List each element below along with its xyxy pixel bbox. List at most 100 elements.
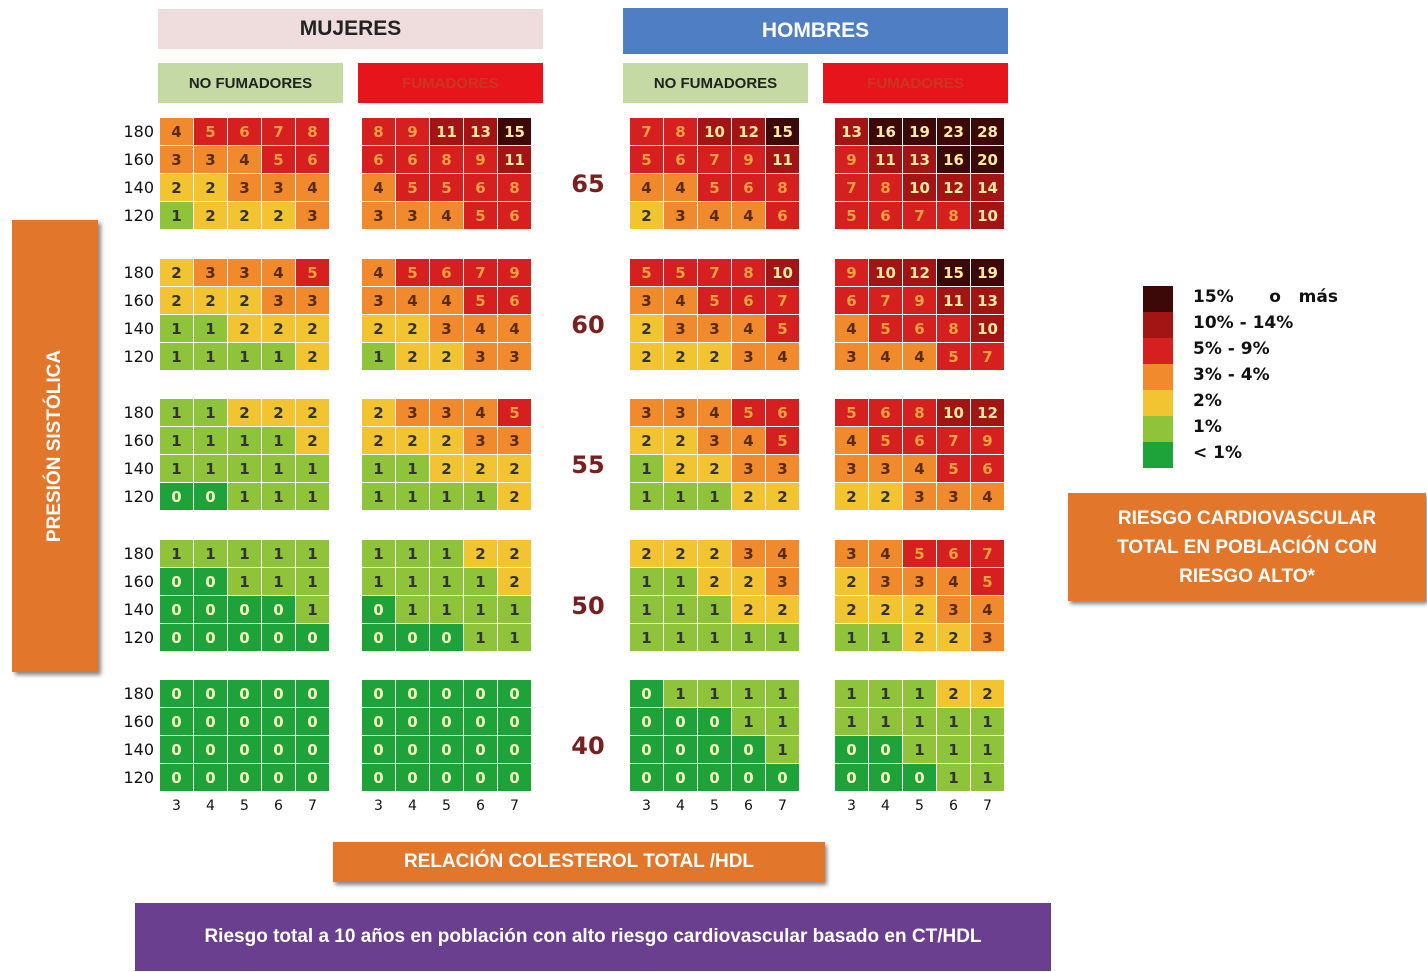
heatmap-cell: 3 [766,455,799,482]
heatmap-cell: 1 [464,568,497,595]
heatmap-cell: 1 [971,736,1004,763]
heatmap-cell: 10 [971,202,1004,229]
heatmap-cell: 13 [971,287,1004,314]
heatmap-cell: 6 [296,146,329,173]
y-tick-label: 160 [123,712,154,731]
heatmap-cell: 1 [262,455,295,482]
heatmap-cell: 1 [464,596,497,623]
heatmap-cell: 4 [971,483,1004,510]
heatmap-cell: 0 [430,624,463,651]
heatmap-cell: 19 [971,259,1004,286]
x-tick-label: 6 [476,798,485,814]
heatmap-cell: 2 [630,343,663,370]
heatmap-cell: 1 [296,455,329,482]
heatmap-cell: 3 [698,315,731,342]
heatmap-cell: 9 [464,146,497,173]
legend-label: < 1% [1193,443,1243,463]
legend-swatch [1143,416,1173,442]
heatmap-cell: 0 [262,708,295,735]
y-tick-label: 160 [123,572,154,591]
heatmap-cell: 12 [903,259,936,286]
heatmap-cell: 3 [228,174,261,201]
heatmap-cell: 0 [160,708,193,735]
heatmap-cell: 1 [396,483,429,510]
heatmap-cell: 9 [903,287,936,314]
heatmap-cell: 0 [194,736,227,763]
heatmap-cell: 1 [430,596,463,623]
heatmap-cell: 7 [698,259,731,286]
heatmap-cell: 5 [396,259,429,286]
heatmap-cell: 4 [835,315,868,342]
heatmap-cell: 3 [903,483,936,510]
heatmap-cell: 8 [869,174,902,201]
heatmap-cell: 8 [664,118,697,145]
heatmap-cell: 1 [732,624,765,651]
heatmap-cell: 6 [732,174,765,201]
heatmap-cell: 4 [430,287,463,314]
heatmap-cell: 5 [869,427,902,454]
heatmap-cell: 10 [937,399,970,426]
heatmap-cell: 3 [262,174,295,201]
heatmap-cell: 4 [766,540,799,567]
heatmap-cell: 0 [362,596,395,623]
heatmap-cell: 0 [194,680,227,707]
heatmap-cell: 8 [430,146,463,173]
heatmap-cell: 3 [835,540,868,567]
heatmap-cell: 4 [362,174,395,201]
heatmap-cell: 10 [971,315,1004,342]
heatmap-cell: 0 [296,708,329,735]
heatmap-cell: 2 [396,315,429,342]
heatmap-cell: 1 [430,540,463,567]
heatmap-cell: 2 [766,596,799,623]
heatmap-cell: 4 [430,202,463,229]
heatmap-cell: 6 [396,146,429,173]
heatmap-cell: 1 [869,624,902,651]
heatmap-cell: 2 [160,287,193,314]
heatmap-cell: 1 [903,680,936,707]
heatmap-cell: 9 [498,259,531,286]
heatmap-cell: 4 [766,343,799,370]
heatmap-cell: 0 [869,736,902,763]
heatmap-cell: 4 [971,596,1004,623]
heatmap-cell: 1 [296,540,329,567]
x-axis-label: RELACIÓN COLESTEROL TOTAL /HDL [333,842,825,882]
heatmap-cell: 2 [228,315,261,342]
heatmap-cell: 6 [903,315,936,342]
heatmap-cell: 7 [937,427,970,454]
heatmap-cell: 4 [296,174,329,201]
heatmap-cell: 0 [630,736,663,763]
heatmap-cell: 1 [362,483,395,510]
heatmap-cell: 16 [869,118,902,145]
heatmap-cell: 5 [971,568,1004,595]
heatmap-cell: 2 [698,568,731,595]
heatmap-cell: 1 [498,624,531,651]
heatmap-cell: 15 [937,259,970,286]
heatmap-cell: 0 [630,680,663,707]
heatmap-cell: 1 [971,764,1004,791]
heatmap-cell: 1 [194,343,227,370]
legend-swatch [1143,338,1173,364]
heatmap-cell: 3 [262,287,295,314]
heatmap-cell: 3 [396,399,429,426]
heatmap-cell: 10 [869,259,902,286]
legend-label: 5% - 9% [1193,339,1270,359]
heatmap-cell: 2 [194,287,227,314]
heatmap-cell: 0 [362,736,395,763]
y-tick-label: 120 [123,347,154,366]
heatmap-cell: 3 [664,202,697,229]
heatmap-cell: 1 [698,680,731,707]
heatmap-cell: 2 [698,343,731,370]
heatmap-cell: 2 [228,399,261,426]
heatmap-cell: 1 [396,568,429,595]
heatmap-cell: 1 [498,596,531,623]
heatmap-cell: 6 [766,202,799,229]
heatmap-cell: 0 [160,596,193,623]
women-smokers-header: FUMADORES [358,63,543,103]
heatmap-cell: 3 [464,427,497,454]
heatmap-cell: 28 [971,118,1004,145]
heatmap-cell: 3 [766,568,799,595]
x-tick-label: 7 [308,798,317,814]
heatmap-cell: 0 [262,736,295,763]
heatmap-cell: 1 [194,455,227,482]
heatmap-cell: 4 [464,315,497,342]
